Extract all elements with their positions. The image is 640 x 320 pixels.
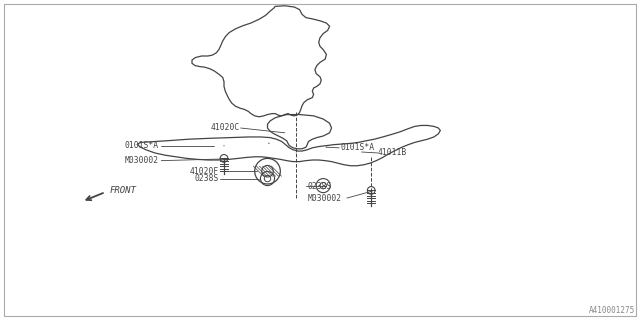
Text: 0101S*A: 0101S*A [340,143,374,152]
Text: M030002: M030002 [307,194,341,203]
Text: 41020F: 41020F [189,167,219,176]
Text: M030002: M030002 [125,156,159,165]
Text: FRONT: FRONT [110,186,137,195]
Text: 0238S: 0238S [195,174,219,183]
Text: 0238S: 0238S [307,182,332,191]
Text: 0101S*A: 0101S*A [125,141,159,150]
Text: A410001275: A410001275 [589,306,635,315]
Text: 41011B: 41011B [378,148,407,157]
Text: 41020C: 41020C [211,123,240,132]
